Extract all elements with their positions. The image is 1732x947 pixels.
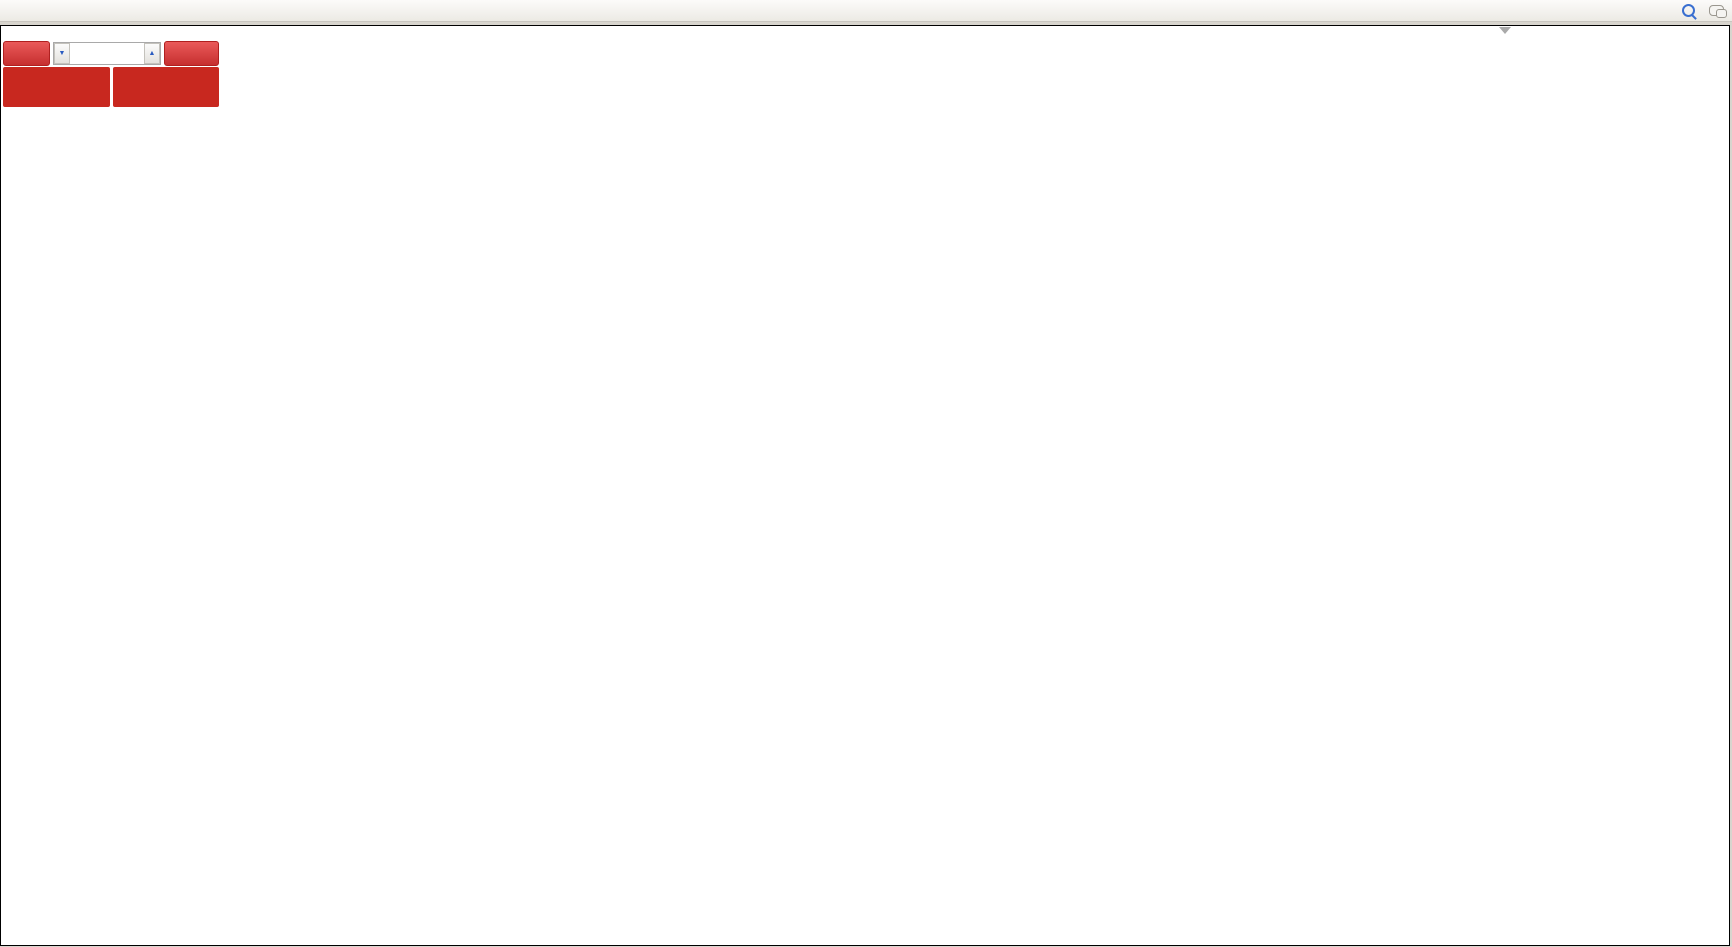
- one-click-trading-panel: ▼ ▲: [3, 41, 219, 108]
- price-axis[interactable]: [1688, 26, 1729, 945]
- sell-button[interactable]: [3, 41, 50, 66]
- volume-value[interactable]: [70, 43, 144, 64]
- price-chart-canvas[interactable]: [1, 26, 1729, 945]
- volume-up-button[interactable]: ▲: [144, 43, 160, 64]
- chart-title: [6, 28, 10, 40]
- chart-window: ▼ ▲: [0, 25, 1730, 946]
- toolbar: [0, 0, 1732, 22]
- buy-price-display[interactable]: [112, 67, 219, 107]
- chat-icon[interactable]: [1709, 5, 1727, 18]
- volume-down-button[interactable]: ▼: [54, 43, 70, 64]
- toolbar-right-icons: [1682, 2, 1727, 18]
- sell-price-display[interactable]: [3, 67, 110, 107]
- volume-stepper[interactable]: ▼ ▲: [53, 42, 161, 65]
- chart-shift-marker[interactable]: [1499, 27, 1511, 34]
- time-axis[interactable]: [1, 929, 1688, 945]
- buy-button[interactable]: [164, 41, 219, 66]
- search-icon[interactable]: [1682, 4, 1695, 17]
